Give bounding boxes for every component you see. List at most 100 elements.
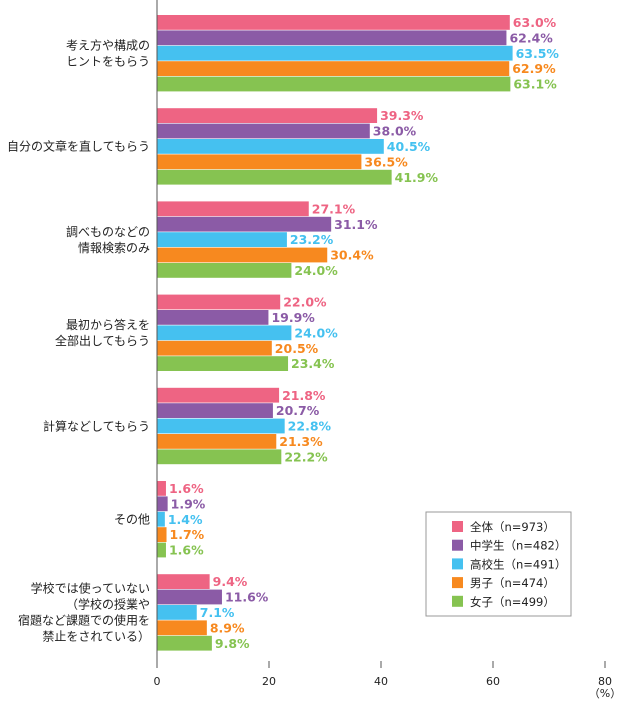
- legend-label: 高校生（n=491）: [470, 557, 566, 571]
- bar: [157, 169, 392, 185]
- bar: [157, 356, 289, 371]
- bar: [157, 154, 362, 170]
- data-label: 22.0%: [283, 295, 327, 310]
- bar: [157, 76, 511, 92]
- bar: [157, 635, 212, 651]
- data-label: 1.6%: [169, 543, 204, 558]
- data-label: 22.2%: [284, 449, 328, 464]
- data-label: 1.7%: [170, 527, 205, 542]
- bar: [157, 30, 507, 46]
- bar: [157, 589, 222, 605]
- category-label: （学校の授業や: [66, 597, 150, 612]
- bar: [157, 61, 510, 76]
- category-label: 計算などしてもらう: [43, 418, 150, 433]
- data-label: 21.8%: [282, 388, 326, 403]
- x-tick-label: 40: [374, 675, 388, 688]
- bar: [157, 418, 285, 434]
- legend-label: 中学生（n=482）: [470, 539, 566, 553]
- bar: [157, 310, 269, 325]
- data-label: 22.8%: [288, 419, 332, 434]
- data-label: 63.1%: [513, 77, 557, 92]
- bar: [157, 449, 282, 465]
- bar: [157, 605, 197, 620]
- bar: [157, 403, 273, 418]
- x-unit-label: （%）: [589, 687, 620, 700]
- data-label: 23.4%: [291, 356, 335, 371]
- legend-swatch: [452, 577, 463, 589]
- data-label: 9.4%: [213, 574, 248, 589]
- data-label: 31.1%: [334, 217, 378, 232]
- data-label: 27.1%: [312, 201, 356, 216]
- bar: [157, 263, 292, 278]
- data-label: 24.0%: [294, 325, 338, 340]
- bar: [157, 620, 207, 636]
- data-label: 39.3%: [380, 108, 424, 123]
- category-label: 禁止をされている）: [42, 630, 150, 644]
- data-label: 20.5%: [275, 341, 319, 356]
- bar: [157, 542, 166, 558]
- bar: [157, 496, 168, 512]
- data-label: 40.5%: [387, 139, 431, 154]
- bar: [157, 216, 332, 232]
- bar: [157, 511, 165, 527]
- bar: [157, 527, 167, 542]
- bar: [157, 247, 328, 263]
- bar: [157, 325, 292, 341]
- bar: [157, 574, 210, 589]
- data-label: 30.4%: [330, 248, 374, 263]
- category-label: 調べものなどの: [66, 225, 150, 239]
- category-label: 考え方や構成の: [66, 38, 150, 53]
- bar: [157, 434, 277, 449]
- data-label: 36.5%: [364, 154, 408, 169]
- data-label: 7.1%: [200, 605, 235, 620]
- data-label: 8.9%: [210, 620, 245, 635]
- category-label: 学校では使っていない: [31, 581, 150, 596]
- category-label: ヒントをもらう: [66, 55, 150, 69]
- bar: [157, 123, 370, 139]
- data-label: 24.0%: [294, 263, 338, 278]
- data-label: 1.6%: [169, 481, 204, 496]
- bar: [157, 201, 309, 217]
- category-label: 全部出してもらう: [55, 333, 150, 348]
- data-label: 63.5%: [516, 46, 560, 61]
- bar: [157, 232, 287, 247]
- data-label: 62.9%: [512, 61, 556, 76]
- category-label: 宿題など課題での使用を: [18, 613, 150, 628]
- legend-swatch: [452, 521, 463, 532]
- legend-swatch: [452, 595, 463, 607]
- data-label: 62.4%: [509, 30, 553, 45]
- data-label: 41.9%: [395, 170, 439, 185]
- bar: [157, 340, 272, 356]
- bar: [157, 294, 281, 310]
- data-label: 23.2%: [290, 232, 334, 247]
- data-label: 21.3%: [279, 434, 323, 449]
- bar: [157, 15, 510, 30]
- bar: [157, 387, 280, 403]
- data-label: 38.0%: [373, 124, 417, 139]
- legend-swatch: [452, 539, 463, 551]
- bar: [157, 108, 378, 123]
- data-label: 19.9%: [271, 310, 315, 325]
- category-label: 最初から答えを: [66, 317, 150, 332]
- legend-label: 男子（n=474）: [470, 576, 555, 590]
- category-label: 自分の文章を直してもらう: [7, 139, 150, 154]
- legend-swatch: [452, 558, 463, 570]
- bar: [157, 45, 513, 61]
- category-label: その他: [114, 513, 150, 527]
- bar: [157, 139, 384, 154]
- data-label: 1.4%: [168, 512, 203, 527]
- data-label: 1.9%: [171, 496, 206, 511]
- x-tick-label: 60: [486, 675, 500, 688]
- legend-box: [425, 511, 572, 617]
- data-label: 9.8%: [215, 636, 250, 651]
- bar: [157, 481, 166, 496]
- x-tick-label: 20: [262, 675, 276, 688]
- data-label: 63.0%: [513, 15, 557, 30]
- x-tick-label: 80: [598, 675, 612, 688]
- data-label: 11.6%: [225, 590, 269, 605]
- legend-label: 女子（n=499）: [470, 595, 555, 609]
- data-label: 20.7%: [276, 403, 320, 418]
- category-label: 情報検索のみ: [78, 241, 150, 255]
- legend-label: 全体（n=973）: [470, 520, 555, 534]
